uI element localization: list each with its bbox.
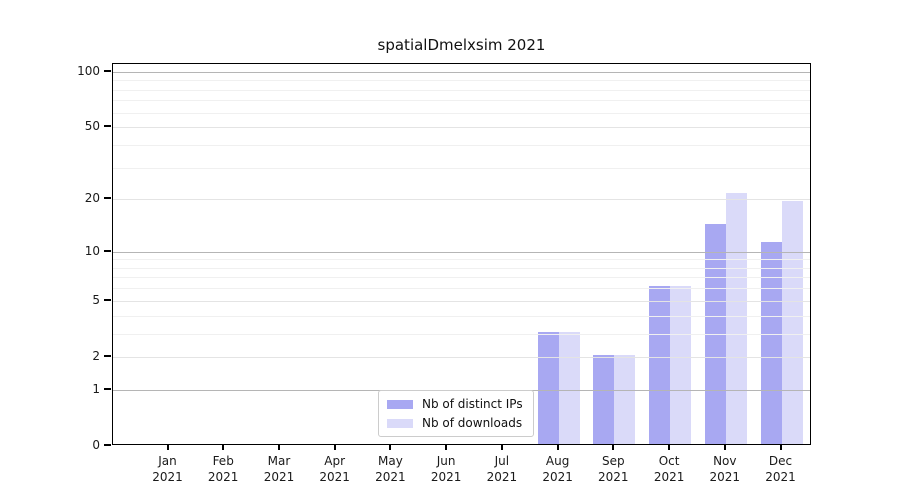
x-tick xyxy=(723,445,726,450)
x-tick-label: Sep 2021 xyxy=(585,453,641,485)
x-tick xyxy=(500,445,503,450)
x-tick-label-line: Jan xyxy=(158,454,177,468)
chart-title: spatialDmelxsim 2021 xyxy=(377,36,546,54)
bar-downloads xyxy=(614,354,636,444)
x-tick xyxy=(333,445,336,450)
bar-downloads xyxy=(670,286,692,444)
y-tick-label: 100 xyxy=(77,63,100,78)
x-tick xyxy=(222,445,225,450)
x-tick-label-line: 2021 xyxy=(542,470,573,484)
bar-downloads xyxy=(781,201,803,444)
x-tick-label-line: 2021 xyxy=(152,470,183,484)
y-tick xyxy=(104,298,111,301)
y-tick xyxy=(104,249,111,252)
y-tick-label: 5 xyxy=(92,292,100,307)
x-tick-label-line: Sep xyxy=(601,454,625,468)
y-tick-label: 10 xyxy=(84,243,100,258)
x-tick xyxy=(612,445,615,450)
x-tick-label-line: Nov xyxy=(713,454,737,468)
y-tick-label: 2 xyxy=(92,348,100,363)
y-tick-label: 20 xyxy=(84,191,100,206)
x-tick xyxy=(445,445,448,450)
x-tick-label-line: Apr xyxy=(324,454,346,468)
bar-distinct-ips xyxy=(593,354,615,444)
month-slot xyxy=(141,64,197,444)
y-tick xyxy=(104,125,111,128)
x-tick-label-line: 2021 xyxy=(653,470,685,484)
x-tick-label: Mar 2021 xyxy=(251,453,307,485)
month-slot xyxy=(364,64,420,444)
x-tick-label-line: 2021 xyxy=(375,470,406,484)
x-tick-label-line: Mar xyxy=(267,454,291,468)
x-tick xyxy=(166,445,169,450)
month-slot xyxy=(531,64,587,444)
bar-downloads xyxy=(725,193,747,444)
y-tick xyxy=(104,354,111,357)
x-tick-label-line: 2021 xyxy=(598,470,629,484)
x-tick-label: May 2021 xyxy=(362,453,418,485)
y-tick xyxy=(104,197,111,200)
legend-row-distinct-ips: Nb of distinct IPs xyxy=(387,397,523,411)
legend-label-distinct-ips: Nb of distinct IPs xyxy=(422,397,523,411)
bar-distinct-ips xyxy=(649,286,671,444)
month-slot xyxy=(475,64,531,444)
legend: Nb of distinct IPs Nb of downloads xyxy=(378,390,534,437)
legend-row-downloads: Nb of downloads xyxy=(387,416,523,430)
bar-distinct-ips xyxy=(760,242,782,444)
plot-area xyxy=(112,63,811,445)
legend-swatch-downloads-icon xyxy=(387,418,413,428)
x-tick-label-line: Dec xyxy=(768,454,793,468)
x-tick xyxy=(278,445,280,450)
x-tick-label-line: 2021 xyxy=(430,470,462,484)
x-tick-label-line: 2021 xyxy=(765,470,796,484)
x-tick-label: Dec 2021 xyxy=(753,453,809,485)
bars-layer xyxy=(113,64,810,444)
y-tick xyxy=(104,387,111,390)
x-tick-label-line: May xyxy=(377,454,403,468)
legend-label-downloads: Nb of downloads xyxy=(422,416,523,430)
x-tick-label: Jan 2021 xyxy=(140,453,196,485)
x-tick-label-line: Oct xyxy=(658,454,680,468)
x-tick xyxy=(668,445,671,450)
x-tick-label-line: Jun xyxy=(436,454,456,468)
x-tick xyxy=(556,445,559,450)
bar-distinct-ips xyxy=(537,331,559,444)
month-slot xyxy=(252,64,308,444)
x-tick-label: Oct 2021 xyxy=(641,453,697,485)
month-slot xyxy=(754,64,810,444)
x-tick xyxy=(389,445,392,450)
month-slot xyxy=(642,64,698,444)
x-tick-label-line: 2021 xyxy=(709,470,741,484)
x-tick-label: Feb 2021 xyxy=(195,453,251,485)
x-tick-label: Apr 2021 xyxy=(307,453,363,485)
month-slot xyxy=(419,64,475,444)
x-tick-label: Aug 2021 xyxy=(530,453,586,485)
x-tick-label: Nov 2021 xyxy=(697,453,753,485)
y-tick xyxy=(104,69,111,72)
y-tick xyxy=(104,444,111,446)
x-tick-label-line: 2021 xyxy=(207,470,239,484)
month-slot xyxy=(196,64,252,444)
y-tick-label: 50 xyxy=(84,119,100,134)
bar-distinct-ips xyxy=(704,224,726,444)
y-tick-label: 1 xyxy=(92,381,100,396)
x-tick-label-line: Aug xyxy=(545,454,570,468)
month-slot xyxy=(698,64,754,444)
y-tick-label: 0 xyxy=(92,438,100,452)
month-slot xyxy=(587,64,643,444)
x-tick-label: Jul 2021 xyxy=(474,453,530,485)
month-slot xyxy=(308,64,364,444)
x-tick-label-line: Feb xyxy=(212,454,234,468)
x-tick-label-line: Jul xyxy=(494,454,510,468)
x-tick-label-line: 2021 xyxy=(263,470,295,484)
x-tick-label-line: 2021 xyxy=(319,470,350,484)
x-tick-label: Jun 2021 xyxy=(418,453,474,485)
legend-swatch-distinct-ips-icon xyxy=(387,399,413,409)
x-tick-label-line: 2021 xyxy=(486,470,518,484)
bar-downloads xyxy=(558,331,580,444)
x-tick xyxy=(779,445,782,450)
